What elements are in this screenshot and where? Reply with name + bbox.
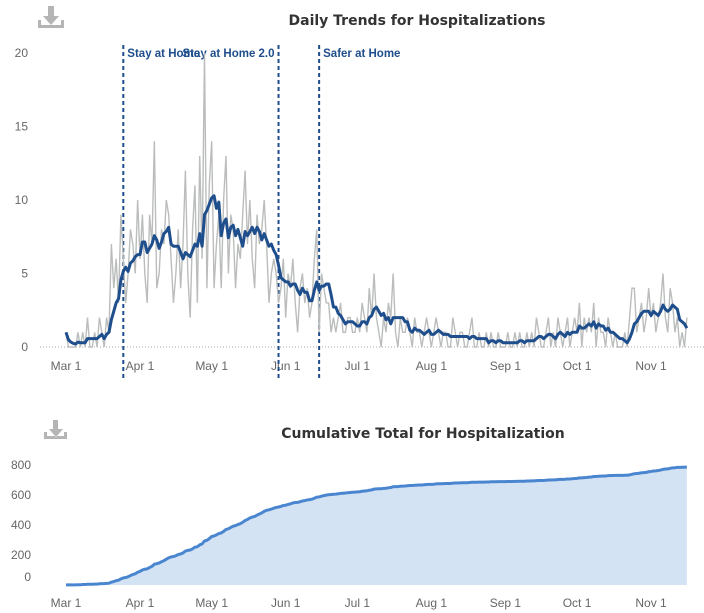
x-tick-label: May 1 — [195, 359, 228, 373]
y-tick-label: 0 — [21, 340, 28, 354]
y-tick-label: 200 — [11, 548, 31, 562]
x-tick-label: Jun 1 — [271, 596, 301, 610]
cumulative-line — [66, 465, 688, 587]
download-icon — [38, 6, 64, 28]
x-tick-label: Nov 1 — [635, 596, 667, 610]
y-tick-label: 5 — [21, 267, 28, 281]
x-tick-label: Jun 1 — [271, 359, 301, 373]
bottom-chart-title: Cumulative Total for Hospitalization — [281, 426, 565, 442]
x-tick-label: Apr 1 — [126, 596, 155, 610]
x-tick-label: Nov 1 — [635, 359, 667, 373]
x-tick-label: Jul 1 — [345, 596, 371, 610]
download-button-top[interactable] — [38, 6, 64, 28]
x-tick-label: Mar 1 — [51, 359, 82, 373]
x-tick-label: Jul 1 — [345, 359, 371, 373]
download-icon — [44, 420, 67, 439]
top-chart-title: Daily Trends for Hospitalizations — [289, 13, 546, 29]
x-tick-label: May 1 — [195, 596, 228, 610]
x-tick-label: Aug 1 — [416, 596, 448, 610]
x-tick-label: Aug 1 — [416, 359, 448, 373]
annotation-label: Stay at Home — [127, 48, 200, 60]
y-tick-label: 400 — [11, 518, 31, 532]
y-tick-label: 800 — [11, 458, 31, 472]
daily-series-line — [65, 52, 688, 348]
y-tick-label: 15 — [15, 120, 29, 134]
y-tick-label: 0 — [24, 570, 31, 584]
download-button-bottom[interactable] — [44, 420, 67, 439]
x-tick-label: Oct 1 — [563, 596, 592, 610]
y-tick-label: 600 — [11, 488, 31, 502]
cumulative-area — [66, 466, 687, 585]
annotation-label: Stay at Home 2.0 — [182, 48, 274, 60]
average-series-line — [64, 194, 689, 346]
x-tick-label: Sep 1 — [490, 596, 522, 610]
x-tick-label: Oct 1 — [563, 359, 592, 373]
y-tick-label: 20 — [15, 46, 29, 60]
annotation-label: Safer at Home — [323, 48, 400, 60]
x-tick-label: Sep 1 — [490, 359, 522, 373]
x-tick-label: Apr 1 — [126, 359, 155, 373]
x-tick-label: Mar 1 — [51, 596, 82, 610]
y-tick-label: 10 — [15, 193, 29, 207]
